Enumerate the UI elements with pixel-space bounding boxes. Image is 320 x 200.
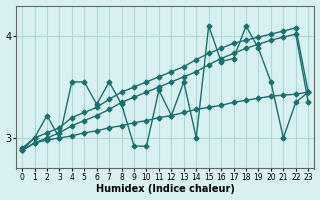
X-axis label: Humidex (Indice chaleur): Humidex (Indice chaleur) [96,184,235,194]
